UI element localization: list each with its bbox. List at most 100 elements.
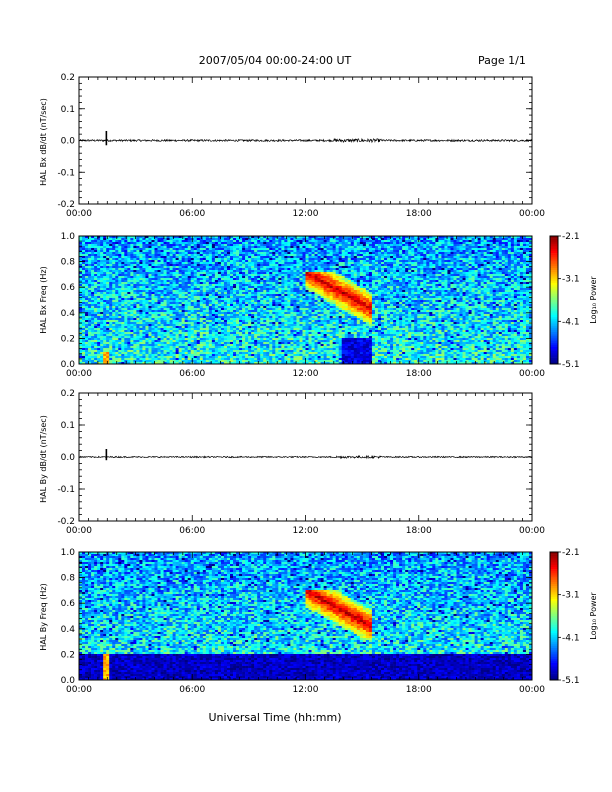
spectrogram-cell <box>208 262 213 265</box>
spectrogram-cell <box>263 292 267 295</box>
spectrogram-cell <box>109 358 113 361</box>
spectrogram-cell <box>172 248 176 251</box>
spectrogram-cell <box>124 268 128 271</box>
spectrogram-cell <box>169 340 173 343</box>
spectrogram-cell <box>166 248 170 251</box>
spectrogram-cell <box>106 264 110 267</box>
spectrogram-cell <box>296 352 300 355</box>
spectrogram-cell <box>196 318 201 321</box>
spectrogram-cell <box>266 262 270 265</box>
spectrogram-cell <box>127 324 131 327</box>
y-tick-label: -0.1 <box>57 168 75 178</box>
spectrogram-cell <box>79 274 83 277</box>
spectrogram-cell <box>97 332 101 335</box>
spectrogram-cell <box>163 238 167 241</box>
spectrogram-cell <box>88 324 92 327</box>
spectrogram-cell <box>284 324 288 327</box>
spectrogram-cell <box>248 284 252 287</box>
spectrogram-cell <box>205 336 210 339</box>
spectrogram-cell <box>145 340 149 343</box>
spectrogram-cell <box>181 314 185 317</box>
spectrogram-cell <box>257 242 261 245</box>
spectrogram-cell <box>278 360 282 363</box>
spectrogram-cell <box>233 322 237 325</box>
spectrogram-cell <box>181 272 185 275</box>
spectrogram-cell <box>166 298 170 301</box>
spectrogram-cell <box>154 276 158 279</box>
spectrogram-cell <box>223 242 228 245</box>
spectrogram-cell <box>85 248 89 251</box>
spectrogram-cell <box>181 282 185 285</box>
spectrogram-cell <box>214 356 219 359</box>
spectrogram-cell <box>145 354 149 357</box>
spectrogram-cell <box>190 284 195 287</box>
spectrogram-cell <box>124 356 128 359</box>
spectrogram-cell <box>217 238 222 241</box>
spectrogram-cell <box>302 338 306 341</box>
spectrogram-cell <box>160 246 164 249</box>
spectrogram-cell <box>296 272 300 275</box>
spectrogram-cell <box>100 296 104 299</box>
spectrogram-cell <box>79 316 83 319</box>
spectrogram-cell <box>272 246 276 249</box>
spectrogram-cell <box>287 290 291 293</box>
spectrogram-cell <box>257 292 261 295</box>
spectrogram-cell <box>251 362 255 365</box>
spectrogram-cell <box>220 320 225 323</box>
spectrogram-cell <box>202 348 207 351</box>
spectrogram-cell <box>154 240 158 243</box>
spectrogram-cell <box>202 310 207 313</box>
spectrogram-cell <box>220 316 225 319</box>
spectrogram-cell <box>239 312 243 315</box>
spectrogram-cell <box>124 248 128 251</box>
spectrogram-cell <box>175 352 179 355</box>
spectrogram-cell <box>290 256 294 259</box>
spectrogram-cell <box>151 280 155 283</box>
spectrogram-cell <box>275 318 279 321</box>
spectrogram-cell <box>106 340 110 343</box>
spectrogram-cell <box>100 358 104 361</box>
spectrogram-cell <box>214 316 219 319</box>
spectrogram-cell <box>109 268 113 271</box>
spectrogram-cell <box>163 346 167 349</box>
spectrogram-cell <box>133 272 137 275</box>
spectrogram-cell <box>103 324 107 327</box>
spectrogram-cell <box>160 324 164 327</box>
spectrogram-cell <box>151 336 155 339</box>
spectrogram-cell <box>302 332 306 335</box>
spectrogram-cell <box>184 280 189 283</box>
spectrogram-cell <box>178 352 182 355</box>
spectrogram-cell <box>118 348 122 351</box>
spectrogram-cell <box>302 358 306 361</box>
spectrogram-cell <box>133 256 137 259</box>
spectrogram-cell <box>269 326 273 329</box>
spectrogram-cell <box>103 282 107 285</box>
spectrogram-cell <box>187 264 192 267</box>
spectrogram-cell <box>130 348 134 351</box>
spectrogram-cell <box>127 318 131 321</box>
spectrogram-cell <box>302 262 306 265</box>
spectrogram-cell <box>115 292 119 295</box>
spectrogram-cell <box>148 280 152 283</box>
spectrogram-cell <box>293 332 297 335</box>
spectrogram-cell <box>85 326 89 329</box>
spectrogram-cell <box>217 292 222 295</box>
spectrogram-cell <box>302 344 306 347</box>
spectrogram-cell <box>154 308 158 311</box>
spectrogram-cell <box>305 268 309 271</box>
spectrogram-cell <box>181 308 185 311</box>
spectrogram-cell <box>151 286 155 289</box>
spectrogram-cell <box>187 272 192 275</box>
spectrogram-cell <box>181 354 185 357</box>
spectrogram-cell <box>193 260 198 263</box>
spectrogram-cell <box>103 266 107 269</box>
spectrogram-cell <box>290 242 294 245</box>
spectrogram-cell <box>121 308 125 311</box>
spectrogram-cell <box>166 280 170 283</box>
spectrogram-cell <box>88 290 92 293</box>
spectrogram-cell <box>205 316 210 319</box>
spectrogram-cell <box>124 300 128 303</box>
spectrogram-cell <box>260 238 264 241</box>
spectrogram-cell <box>281 242 285 245</box>
spectrogram-cell <box>272 286 276 289</box>
